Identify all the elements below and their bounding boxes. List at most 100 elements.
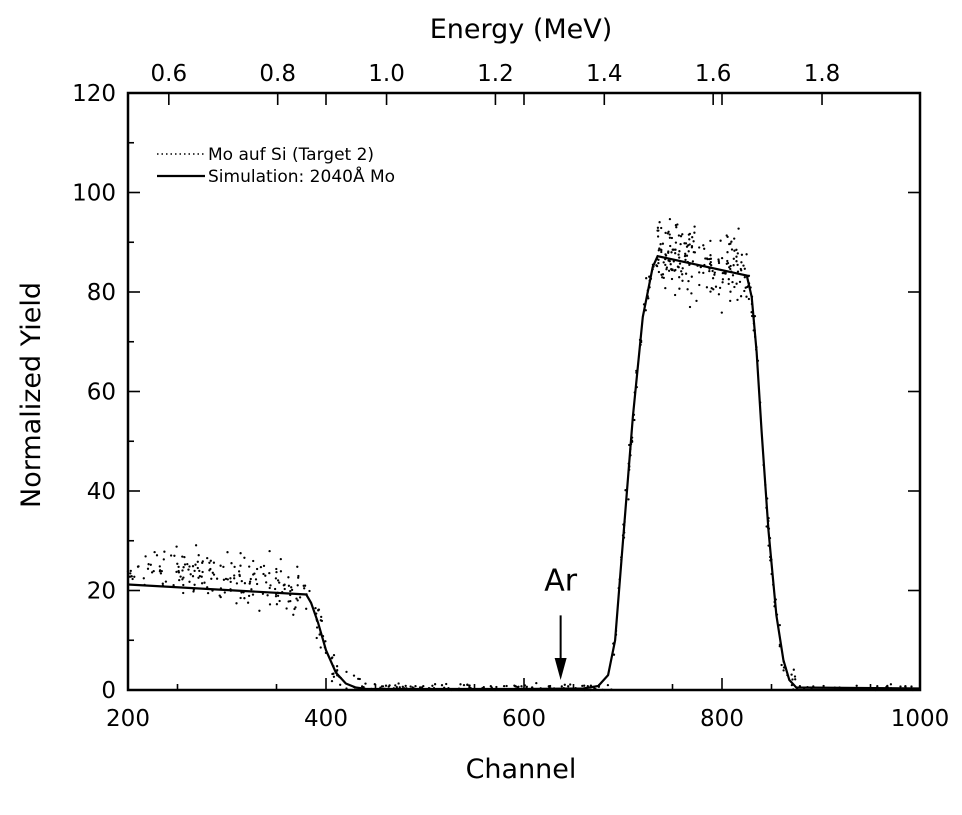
data-point [795, 688, 799, 691]
data-point [172, 583, 175, 587]
data-point [730, 248, 734, 251]
data-point [735, 282, 738, 285]
data-point [352, 674, 356, 677]
data-point [792, 688, 795, 691]
data-point [297, 574, 300, 578]
data-point [710, 287, 713, 290]
data-point [732, 257, 735, 260]
data-point [687, 279, 690, 283]
data-point [792, 668, 795, 671]
data-point [289, 589, 292, 593]
data-point [243, 582, 247, 585]
data-point [740, 269, 743, 272]
data-point [728, 266, 731, 269]
data-point [794, 678, 797, 681]
data-point [188, 565, 191, 568]
data-point [740, 261, 743, 264]
data-point [657, 258, 660, 261]
data-point [695, 299, 698, 303]
data-point [681, 279, 684, 282]
data-point [657, 270, 661, 274]
data-point [704, 257, 707, 260]
data-point [262, 572, 265, 576]
data-point [159, 572, 163, 575]
data-point [212, 573, 216, 576]
data-point [655, 264, 658, 267]
x2-axis-ticks: 0.6 0.8 1.0 1.2 1.4 1.6 1.8 [151, 61, 840, 105]
x2-tick-label: 1.2 [477, 61, 514, 87]
data-point [192, 590, 195, 593]
data-point [160, 569, 163, 573]
data-point [404, 684, 407, 688]
data-point [131, 577, 134, 581]
data-point [678, 287, 681, 290]
data-point [725, 234, 728, 237]
data-point [189, 573, 192, 576]
data-point [150, 571, 154, 574]
data-point [910, 685, 913, 688]
data-point [197, 576, 200, 579]
data-point [904, 684, 907, 688]
data-point [233, 565, 236, 569]
data-point [251, 593, 255, 596]
data-point [673, 269, 676, 272]
data-point [708, 257, 711, 261]
data-point [778, 623, 781, 627]
data-point [664, 231, 667, 235]
data-point [603, 688, 606, 692]
data-point [243, 556, 246, 559]
data-point [658, 221, 661, 224]
data-point [660, 250, 663, 254]
data-point [670, 236, 674, 240]
data-point [278, 581, 281, 584]
data-point [656, 235, 660, 238]
data-point [466, 683, 469, 686]
data-point [899, 685, 902, 688]
data-point [733, 249, 736, 252]
data-point [253, 572, 256, 575]
data-point [664, 254, 668, 257]
data-point [721, 281, 724, 284]
data-point [314, 606, 317, 610]
data-point [535, 681, 538, 685]
data-point [659, 243, 662, 246]
data-point [657, 261, 660, 265]
data-point [728, 242, 731, 246]
data-point [292, 613, 295, 616]
data-point [717, 261, 721, 265]
data-point [283, 587, 286, 591]
data-point [198, 574, 202, 578]
data-point [268, 603, 272, 606]
data-point [889, 683, 893, 686]
data-point [670, 251, 673, 254]
y-tick-label: 40 [87, 479, 116, 505]
data-point [317, 608, 321, 611]
data-point [627, 498, 630, 501]
x2-axis-title: Energy (MeV) [430, 14, 613, 45]
data-point [855, 684, 858, 687]
data-point [235, 582, 239, 585]
data-point [264, 574, 267, 577]
data-point [248, 565, 251, 568]
data-point [717, 258, 720, 261]
data-point [726, 259, 729, 263]
simulation-line-group [127, 254, 921, 691]
data-point [685, 245, 689, 248]
data-point [687, 233, 691, 236]
data-point [303, 587, 306, 590]
data-point [688, 238, 691, 241]
data-point [315, 626, 319, 629]
data-point [729, 267, 732, 271]
data-point [290, 588, 294, 592]
data-point [175, 545, 178, 548]
data-point [731, 280, 734, 284]
data-point [664, 286, 667, 290]
data-point [633, 418, 636, 422]
data-point [678, 276, 681, 279]
data-point [733, 285, 736, 289]
y-tick-label: 0 [101, 678, 116, 704]
data-point [681, 233, 684, 236]
data-point [208, 561, 211, 564]
data-point [678, 256, 681, 259]
data-point [525, 685, 528, 688]
